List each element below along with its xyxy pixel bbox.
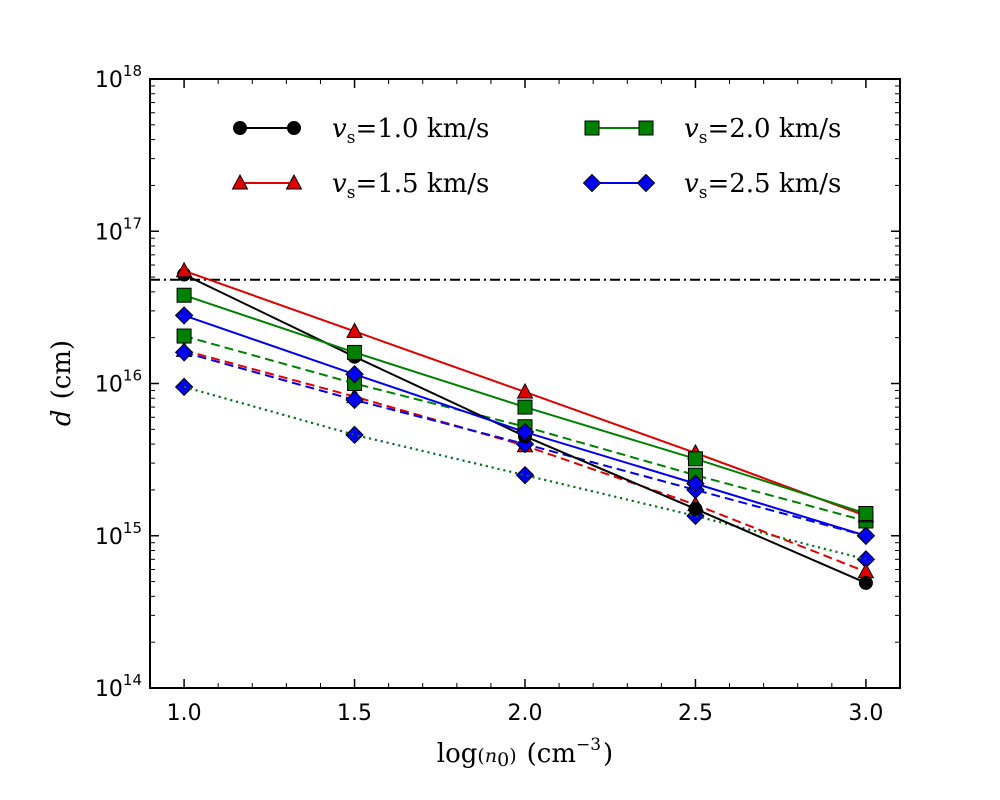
legend-entry-0: vs=1.0 km/s	[233, 114, 489, 148]
legend-label: vs=2.0 km/s	[684, 114, 841, 148]
data-point-0-3	[688, 501, 703, 516]
y-axis-label: d (cm)	[47, 340, 77, 426]
y-tick-label: 1018	[95, 62, 142, 93]
legend-entry-3: vs=2.5 km/s	[582, 169, 841, 203]
y-tick-label: 1017	[95, 214, 142, 245]
x-axis-label-unit-pre: (cm	[527, 739, 576, 769]
data-point-3-1	[345, 365, 364, 384]
data-point-2-0	[176, 287, 192, 303]
legend-marker-end	[636, 173, 656, 193]
data-point-3-2	[515, 422, 535, 442]
y-axis-label-unit: (cm)	[47, 340, 77, 400]
y-tick-label: 1015	[95, 519, 142, 550]
data-point-3-0	[174, 306, 194, 325]
x-axis-label-sub: 0	[497, 749, 509, 771]
x-tick-label: 1.0	[167, 701, 202, 726]
legend-marker-end	[638, 120, 654, 136]
data-point-3-3	[686, 474, 705, 493]
data-point-7-2	[515, 465, 535, 485]
data-point-3-4	[856, 526, 876, 545]
y-tick-label: 1016	[95, 367, 142, 398]
series-3	[174, 306, 876, 545]
data-point-2-3	[687, 451, 703, 467]
legend-marker-start	[231, 173, 249, 190]
legend-entry-1: vs=1.5 km/s	[231, 169, 489, 203]
x-axis-label-unit-exp: −3	[576, 735, 601, 755]
x-axis-label-paren-open: (	[477, 745, 484, 767]
legend-marker-start	[582, 173, 602, 193]
data-point-7-1	[345, 425, 364, 445]
legend-label: vs=1.0 km/s	[332, 114, 489, 148]
data-point-6-0	[174, 343, 194, 362]
legend-marker-end	[287, 121, 301, 135]
x-tick-label: 1.5	[337, 701, 372, 726]
y-axis-label-var: d	[47, 409, 77, 426]
series-2	[176, 287, 874, 522]
x-axis-label-unit-post: )	[603, 739, 613, 769]
data-point-2-4	[858, 506, 874, 522]
legend-label: vs=2.5 km/s	[684, 169, 841, 203]
x-axis-label-var: n	[485, 745, 497, 767]
legend-marker-start	[233, 121, 247, 135]
x-tick-label: 2.0	[508, 701, 543, 726]
legend-entry-2: vs=2.0 km/s	[584, 114, 841, 148]
legend-label: vs=1.5 km/s	[332, 169, 489, 203]
x-tick-label: 3.0	[848, 701, 883, 726]
data-point-2-2	[517, 399, 533, 415]
x-axis-label-pre: log	[437, 739, 478, 769]
data-point-2-1	[347, 344, 363, 360]
data-point-1-1	[346, 322, 363, 338]
legend: vs=1.0 km/s vs=1.5 km/s vs=2.0 km/s vs=2.5 …	[231, 114, 841, 203]
y-tick-label: 1014	[95, 671, 142, 702]
plot-frame	[149, 78, 901, 689]
x-tick-label: 2.5	[678, 701, 713, 726]
data-point-6-1	[345, 390, 364, 410]
x-axis-label-paren-close: )	[509, 745, 516, 767]
data-point-1-0	[175, 261, 193, 278]
legend-marker-start	[584, 120, 600, 136]
data-point-1-2	[516, 382, 534, 399]
data-point-5-0	[176, 328, 192, 344]
x-axis-label: log(n0) (cm−3)	[437, 735, 613, 771]
data-point-0-4	[858, 575, 873, 590]
legend-marker-end	[285, 173, 303, 190]
